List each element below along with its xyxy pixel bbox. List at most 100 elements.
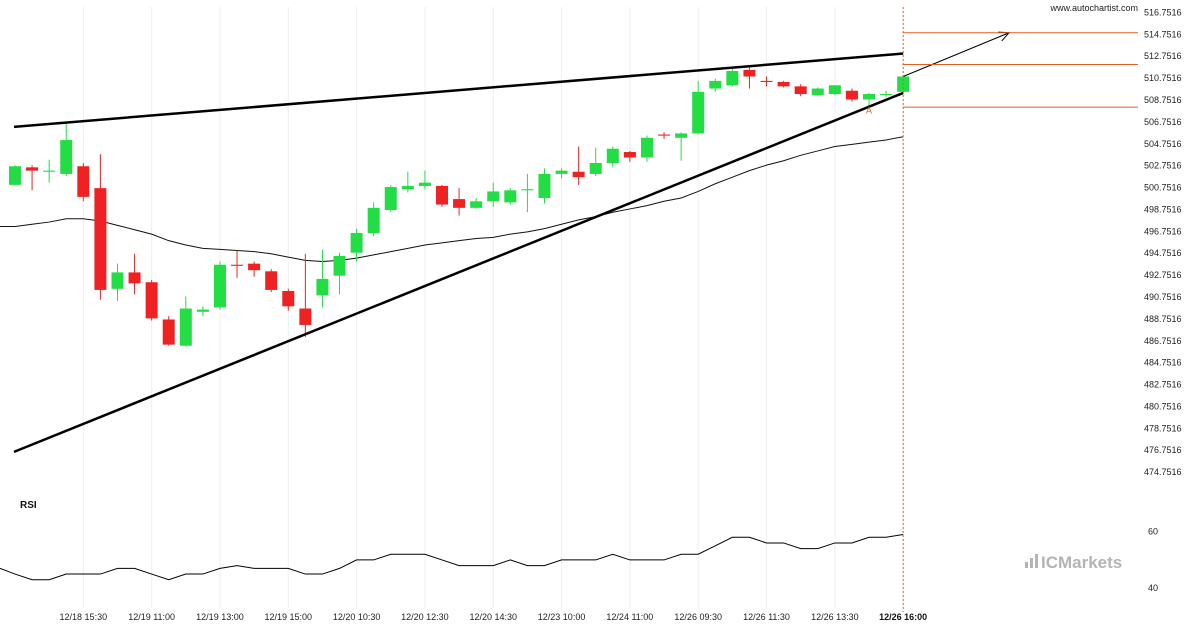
pattern-layer: A (13, 31, 1011, 454)
candle-body-bull (213, 264, 226, 308)
candle-body-bull (880, 94, 893, 96)
candle-body-bull (401, 185, 414, 190)
candle-body-bear (623, 152, 636, 158)
candle-body-bear (128, 272, 141, 284)
x-tick-label: 12/20 14:30 (469, 612, 517, 622)
x-tick-label: 12/24 11:00 (606, 612, 653, 622)
candle-body-bear (743, 69, 756, 77)
y-tick-label: 490.7516 (1144, 292, 1182, 302)
x-tick-label: 12/20 12:30 (401, 612, 449, 622)
candle (26, 165, 39, 191)
candle (453, 188, 466, 216)
candle (231, 250, 244, 278)
candle (282, 288, 295, 311)
candle-body-bull (470, 201, 483, 208)
candle-body-bear (572, 171, 585, 178)
candle (880, 90, 893, 98)
candle (743, 66, 756, 89)
candle-body-bull (504, 190, 517, 203)
candle-body-bear (265, 271, 278, 290)
candle (333, 252, 346, 295)
candle (111, 263, 124, 301)
candle (316, 249, 329, 308)
candle-body-bull (726, 71, 739, 86)
candlestick-layer (9, 66, 910, 347)
candle-body-bear (794, 86, 807, 95)
y-tick-label: 486.7516 (1144, 336, 1182, 346)
candle (384, 184, 397, 213)
candle (675, 132, 688, 161)
pattern-lower-trendline (13, 91, 904, 454)
candle-body-bear (777, 81, 790, 87)
candle (162, 316, 175, 346)
candle-body-bull (692, 91, 705, 134)
candle-body-bull (555, 170, 568, 174)
candle (9, 165, 21, 185)
rsi-y-tick-label: 40 (1148, 583, 1158, 593)
candle-body-bull (538, 173, 551, 198)
candle-body-bull (863, 94, 875, 100)
svg-text:ICMarkets: ICMarkets (1041, 553, 1122, 572)
candle-body-bull (196, 309, 209, 312)
rsi-y-tick-label: 60 (1148, 527, 1158, 537)
candle (589, 147, 602, 177)
candle (43, 159, 56, 183)
y-tick-label: 508.7516 (1144, 95, 1182, 105)
candle (658, 132, 671, 139)
axis-layer: 516.7516 514.7516 512.7516 510.7516 508.7516… (60, 7, 1182, 622)
candle-body-bull (675, 133, 688, 138)
candle-body-bear (845, 90, 858, 100)
candle-body-bear (453, 199, 466, 208)
candle-body-bull (606, 148, 619, 163)
candle (94, 154, 107, 300)
rsi-layer (0, 533, 904, 581)
x-tick-label: 12/26 11:30 (743, 612, 790, 622)
x-tick-label: 12/26 16:00 (879, 612, 927, 622)
y-tick-label: 516.7516 (1144, 7, 1182, 17)
grid-layer (82, 7, 904, 608)
candle (760, 76, 773, 87)
x-tick-label: 12/23 10:00 (538, 612, 586, 622)
y-tick-label: 506.7516 (1144, 117, 1182, 127)
candle-body-bull (43, 170, 56, 172)
candle (470, 197, 483, 209)
candle-body-bear (658, 134, 671, 136)
y-tick-label: 502.7516 (1144, 161, 1182, 171)
rsi-panel-title: RSI (20, 500, 37, 511)
candle (487, 182, 500, 207)
candle-body-bear (231, 264, 244, 266)
candle-body-bear (436, 185, 448, 205)
candle (418, 170, 431, 190)
y-tick-label: 480.7516 (1144, 401, 1182, 411)
y-tick-label: 504.7516 (1144, 139, 1182, 149)
x-tick-label: 12/26 13:30 (811, 612, 859, 622)
candle-body-bear (26, 167, 39, 171)
y-tick-label: 510.7516 (1144, 73, 1182, 83)
candle (77, 162, 90, 202)
candle-body-bear (94, 188, 107, 290)
candle-body-bull (709, 80, 722, 89)
y-tick-label: 474.7516 (1144, 467, 1182, 477)
pattern-marker-label: A (866, 105, 872, 115)
brand-name: Markets (1058, 553, 1122, 572)
candle (606, 146, 619, 168)
candle-body-bull (487, 191, 500, 202)
y-tick-label: 492.7516 (1144, 270, 1182, 280)
candle-body-bear (299, 308, 312, 325)
candle-body-bull (811, 88, 824, 96)
candle-body-bull (418, 182, 431, 186)
candle-body-bear (162, 319, 175, 345)
candle (179, 296, 192, 347)
y-tick-label: 482.7516 (1144, 380, 1182, 390)
x-tick-label: 12/26 09:30 (674, 612, 722, 622)
source-label: www.autochartist.com (1049, 3, 1138, 13)
candle-body-bull (384, 187, 397, 211)
candle (367, 202, 380, 237)
x-tick-label: 12/19 13:00 (196, 612, 244, 622)
candle-body-bull (9, 166, 21, 185)
candle (623, 150, 636, 162)
candle-body-bull (589, 162, 602, 174)
candle (521, 173, 534, 213)
level-layer (903, 32, 1138, 108)
